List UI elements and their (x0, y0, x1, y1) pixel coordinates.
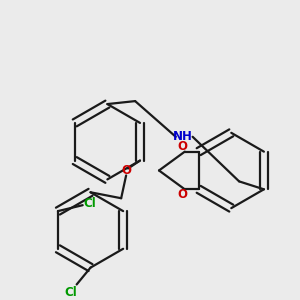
Text: Cl: Cl (83, 197, 96, 210)
Text: O: O (121, 164, 131, 177)
Text: O: O (178, 140, 188, 153)
Text: O: O (178, 188, 188, 201)
Text: NH: NH (173, 130, 193, 143)
Text: Cl: Cl (64, 286, 77, 299)
